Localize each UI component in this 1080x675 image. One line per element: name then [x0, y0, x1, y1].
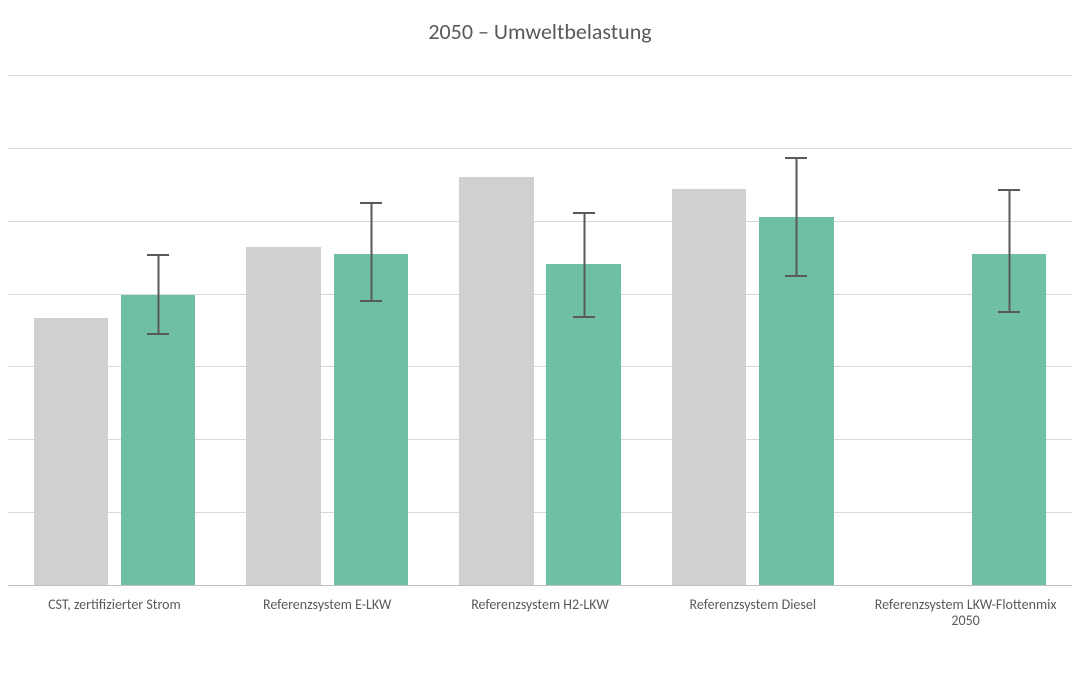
x-axis-label: Referenzsystem H2-LKW — [434, 597, 647, 613]
chart-title: 2050 – Umweltbelastung — [0, 18, 1080, 45]
error-bar — [147, 254, 169, 336]
bar-series-b — [334, 254, 408, 586]
error-bar — [573, 212, 595, 318]
error-bar — [360, 202, 382, 303]
error-bar — [998, 189, 1020, 312]
gridline — [8, 148, 1072, 149]
x-axis-label: CST, zertifizierter Strom — [8, 597, 221, 613]
error-bar — [785, 157, 807, 277]
gridline — [8, 75, 1072, 76]
bar-series-a — [246, 247, 320, 585]
x-axis-baseline — [8, 585, 1072, 586]
bar-series-a — [672, 189, 746, 585]
x-axis-label: Referenzsystem E-LKW — [221, 597, 434, 613]
chart-container: 2050 – Umweltbelastung CST, zertifiziert… — [0, 0, 1080, 675]
bar-series-a — [34, 318, 108, 585]
x-axis-label: Referenzsystem Diesel — [646, 597, 859, 613]
x-axis-label: Referenzsystem LKW-Flottenmix 2050 — [859, 597, 1072, 629]
gridline — [8, 221, 1072, 222]
bar-series-b — [121, 295, 195, 585]
plot-area — [8, 75, 1072, 585]
bar-series-a — [459, 177, 533, 585]
